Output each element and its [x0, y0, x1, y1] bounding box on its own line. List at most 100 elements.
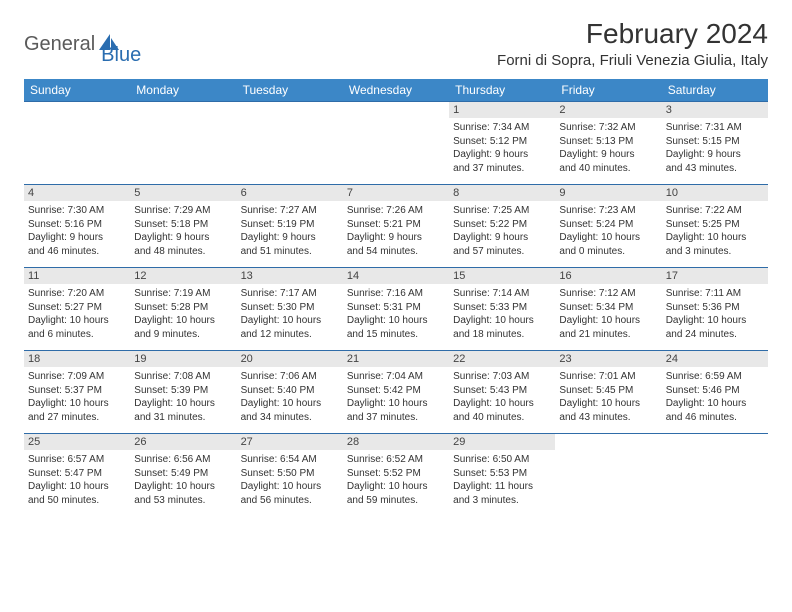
day-ss: Sunset: 5:21 PM	[347, 218, 445, 232]
day-sr: Sunrise: 7:34 AM	[453, 121, 551, 135]
week-row: 1Sunrise: 7:34 AMSunset: 5:12 PMDaylight…	[24, 101, 768, 184]
day-cell: 28Sunrise: 6:52 AMSunset: 5:52 PMDayligh…	[343, 434, 449, 516]
day-ss: Sunset: 5:47 PM	[28, 467, 126, 481]
day-sr: Sunrise: 7:03 AM	[453, 370, 551, 384]
header: General Blue February 2024 Forni di Sopr…	[24, 18, 768, 69]
day-sr: Sunrise: 7:25 AM	[453, 204, 551, 218]
day-d1: Daylight: 10 hours	[347, 314, 445, 328]
day-cell	[24, 102, 130, 184]
day-d1: Daylight: 10 hours	[134, 397, 232, 411]
weekday-sunday: Sunday	[24, 79, 130, 101]
day-cell: 5Sunrise: 7:29 AMSunset: 5:18 PMDaylight…	[130, 185, 236, 267]
day-d2: and 18 minutes.	[453, 328, 551, 342]
calendar-body: 1Sunrise: 7:34 AMSunset: 5:12 PMDaylight…	[24, 101, 768, 516]
day-ss: Sunset: 5:46 PM	[666, 384, 764, 398]
day-number: 24	[662, 351, 768, 367]
day-ss: Sunset: 5:34 PM	[559, 301, 657, 315]
day-d1: Daylight: 10 hours	[347, 480, 445, 494]
day-d2: and 57 minutes.	[453, 245, 551, 259]
day-d2: and 0 minutes.	[559, 245, 657, 259]
day-d1: Daylight: 9 hours	[666, 148, 764, 162]
logo-word-general: General	[24, 33, 95, 56]
day-sr: Sunrise: 7:17 AM	[241, 287, 339, 301]
day-d1: Daylight: 10 hours	[559, 314, 657, 328]
day-ss: Sunset: 5:40 PM	[241, 384, 339, 398]
day-number: 10	[662, 185, 768, 201]
day-number: 8	[449, 185, 555, 201]
day-cell: 4Sunrise: 7:30 AMSunset: 5:16 PMDaylight…	[24, 185, 130, 267]
weekday-friday: Friday	[555, 79, 661, 101]
weekday-wednesday: Wednesday	[343, 79, 449, 101]
day-d1: Daylight: 9 hours	[134, 231, 232, 245]
day-d2: and 50 minutes.	[28, 494, 126, 508]
day-d2: and 59 minutes.	[347, 494, 445, 508]
day-ss: Sunset: 5:39 PM	[134, 384, 232, 398]
day-number: 4	[24, 185, 130, 201]
day-d1: Daylight: 10 hours	[559, 397, 657, 411]
day-ss: Sunset: 5:27 PM	[28, 301, 126, 315]
week-row: 25Sunrise: 6:57 AMSunset: 5:47 PMDayligh…	[24, 433, 768, 516]
day-ss: Sunset: 5:53 PM	[453, 467, 551, 481]
weekday-tuesday: Tuesday	[237, 79, 343, 101]
day-d1: Daylight: 10 hours	[241, 314, 339, 328]
day-d1: Daylight: 10 hours	[666, 397, 764, 411]
day-cell: 25Sunrise: 6:57 AMSunset: 5:47 PMDayligh…	[24, 434, 130, 516]
day-cell: 19Sunrise: 7:08 AMSunset: 5:39 PMDayligh…	[130, 351, 236, 433]
day-sr: Sunrise: 6:50 AM	[453, 453, 551, 467]
day-cell: 23Sunrise: 7:01 AMSunset: 5:45 PMDayligh…	[555, 351, 661, 433]
day-number: 15	[449, 268, 555, 284]
logo: General Blue	[24, 22, 141, 67]
week-row: 11Sunrise: 7:20 AMSunset: 5:27 PMDayligh…	[24, 267, 768, 350]
day-d2: and 48 minutes.	[134, 245, 232, 259]
day-sr: Sunrise: 7:26 AM	[347, 204, 445, 218]
day-number: 7	[343, 185, 449, 201]
day-d2: and 27 minutes.	[28, 411, 126, 425]
day-sr: Sunrise: 7:31 AM	[666, 121, 764, 135]
day-number: 18	[24, 351, 130, 367]
day-cell	[555, 434, 661, 516]
day-d2: and 3 minutes.	[666, 245, 764, 259]
day-ss: Sunset: 5:37 PM	[28, 384, 126, 398]
day-ss: Sunset: 5:15 PM	[666, 135, 764, 149]
day-d2: and 24 minutes.	[666, 328, 764, 342]
day-d2: and 12 minutes.	[241, 328, 339, 342]
day-d1: Daylight: 9 hours	[28, 231, 126, 245]
day-ss: Sunset: 5:16 PM	[28, 218, 126, 232]
week-row: 4Sunrise: 7:30 AMSunset: 5:16 PMDaylight…	[24, 184, 768, 267]
day-d1: Daylight: 10 hours	[28, 397, 126, 411]
day-d2: and 40 minutes.	[453, 411, 551, 425]
day-cell: 15Sunrise: 7:14 AMSunset: 5:33 PMDayligh…	[449, 268, 555, 350]
day-sr: Sunrise: 6:54 AM	[241, 453, 339, 467]
day-cell: 20Sunrise: 7:06 AMSunset: 5:40 PMDayligh…	[237, 351, 343, 433]
day-d1: Daylight: 10 hours	[241, 397, 339, 411]
day-ss: Sunset: 5:49 PM	[134, 467, 232, 481]
day-ss: Sunset: 5:28 PM	[134, 301, 232, 315]
day-sr: Sunrise: 7:23 AM	[559, 204, 657, 218]
day-d1: Daylight: 9 hours	[347, 231, 445, 245]
day-number: 16	[555, 268, 661, 284]
day-sr: Sunrise: 7:06 AM	[241, 370, 339, 384]
day-number: 19	[130, 351, 236, 367]
title-block: February 2024 Forni di Sopra, Friuli Ven…	[497, 18, 768, 69]
day-cell: 18Sunrise: 7:09 AMSunset: 5:37 PMDayligh…	[24, 351, 130, 433]
day-ss: Sunset: 5:45 PM	[559, 384, 657, 398]
weekday-saturday: Saturday	[662, 79, 768, 101]
day-sr: Sunrise: 7:32 AM	[559, 121, 657, 135]
day-ss: Sunset: 5:24 PM	[559, 218, 657, 232]
location-subtitle: Forni di Sopra, Friuli Venezia Giulia, I…	[497, 52, 768, 69]
day-sr: Sunrise: 7:14 AM	[453, 287, 551, 301]
day-cell: 29Sunrise: 6:50 AMSunset: 5:53 PMDayligh…	[449, 434, 555, 516]
day-ss: Sunset: 5:42 PM	[347, 384, 445, 398]
day-ss: Sunset: 5:30 PM	[241, 301, 339, 315]
month-title: February 2024	[497, 18, 768, 50]
day-cell: 7 Sunrise: 7:26 AMSunset: 5:21 PMDaylight…	[343, 185, 449, 267]
day-d1: Daylight: 10 hours	[134, 480, 232, 494]
day-cell: 22Sunrise: 7:03 AMSunset: 5:43 PMDayligh…	[449, 351, 555, 433]
day-number: 25	[24, 434, 130, 450]
day-sr: Sunrise: 6:52 AM	[347, 453, 445, 467]
day-ss: Sunset: 5:19 PM	[241, 218, 339, 232]
day-d2: and 31 minutes.	[134, 411, 232, 425]
day-d2: and 6 minutes.	[28, 328, 126, 342]
day-sr: Sunrise: 6:56 AM	[134, 453, 232, 467]
day-ss: Sunset: 5:33 PM	[453, 301, 551, 315]
